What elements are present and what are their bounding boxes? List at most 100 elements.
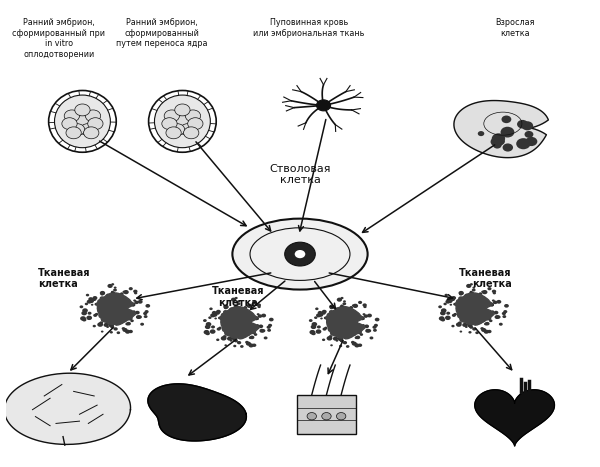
Circle shape xyxy=(441,308,446,313)
Circle shape xyxy=(320,318,323,319)
Circle shape xyxy=(118,294,123,298)
Circle shape xyxy=(465,320,469,323)
Circle shape xyxy=(224,344,227,347)
Circle shape xyxy=(451,296,456,300)
Circle shape xyxy=(256,318,259,320)
Circle shape xyxy=(349,306,353,309)
Circle shape xyxy=(362,318,364,320)
Circle shape xyxy=(332,331,335,334)
Circle shape xyxy=(111,291,114,293)
Circle shape xyxy=(145,304,150,308)
Circle shape xyxy=(230,340,232,342)
Polygon shape xyxy=(148,384,247,441)
Circle shape xyxy=(249,336,253,339)
Circle shape xyxy=(335,307,340,311)
Circle shape xyxy=(478,131,484,136)
Circle shape xyxy=(212,313,217,317)
Circle shape xyxy=(476,322,480,325)
Circle shape xyxy=(252,301,256,304)
Circle shape xyxy=(487,287,491,290)
Circle shape xyxy=(103,293,105,295)
Circle shape xyxy=(227,337,232,340)
Circle shape xyxy=(453,303,457,306)
Circle shape xyxy=(93,314,97,317)
Circle shape xyxy=(231,297,236,302)
Circle shape xyxy=(352,342,357,346)
Circle shape xyxy=(494,315,500,319)
Circle shape xyxy=(166,127,181,139)
Circle shape xyxy=(244,306,247,309)
Circle shape xyxy=(259,325,263,328)
Circle shape xyxy=(75,115,90,127)
Circle shape xyxy=(472,289,476,291)
Circle shape xyxy=(487,330,491,333)
Circle shape xyxy=(472,327,476,331)
Circle shape xyxy=(80,124,95,135)
Ellipse shape xyxy=(49,91,116,152)
Circle shape xyxy=(214,318,217,319)
Circle shape xyxy=(92,297,97,301)
Circle shape xyxy=(133,311,136,313)
Circle shape xyxy=(517,120,528,128)
Circle shape xyxy=(486,316,491,320)
Circle shape xyxy=(268,324,272,327)
Circle shape xyxy=(261,314,266,318)
Circle shape xyxy=(499,323,503,325)
Circle shape xyxy=(184,127,199,139)
Circle shape xyxy=(145,310,149,313)
Circle shape xyxy=(351,332,356,336)
Circle shape xyxy=(224,306,227,309)
Circle shape xyxy=(82,308,88,313)
Circle shape xyxy=(134,301,139,304)
Circle shape xyxy=(329,335,332,338)
Circle shape xyxy=(101,319,104,322)
Circle shape xyxy=(113,327,118,331)
Circle shape xyxy=(125,330,130,334)
Text: Тканевая
клетка: Тканевая клетка xyxy=(459,268,512,290)
Circle shape xyxy=(266,325,271,329)
Circle shape xyxy=(458,299,462,303)
Circle shape xyxy=(100,299,103,303)
Circle shape xyxy=(336,334,339,337)
Circle shape xyxy=(343,300,346,303)
Circle shape xyxy=(285,242,315,266)
Circle shape xyxy=(203,330,209,334)
Circle shape xyxy=(235,340,238,342)
Circle shape xyxy=(331,333,334,335)
Circle shape xyxy=(465,326,467,328)
Circle shape xyxy=(351,341,355,344)
Circle shape xyxy=(373,325,377,329)
Circle shape xyxy=(218,317,221,319)
Circle shape xyxy=(445,294,448,297)
Circle shape xyxy=(492,290,496,293)
Circle shape xyxy=(114,287,116,289)
Circle shape xyxy=(100,297,104,300)
Circle shape xyxy=(316,329,322,334)
Polygon shape xyxy=(326,307,365,339)
Circle shape xyxy=(500,127,514,137)
Circle shape xyxy=(259,329,265,333)
Circle shape xyxy=(140,323,144,325)
Circle shape xyxy=(251,330,256,334)
Circle shape xyxy=(460,319,463,322)
Circle shape xyxy=(452,314,456,317)
Circle shape xyxy=(440,311,446,315)
Circle shape xyxy=(375,318,380,321)
Circle shape xyxy=(211,325,215,328)
Circle shape xyxy=(254,317,259,320)
Circle shape xyxy=(458,321,462,324)
Circle shape xyxy=(210,313,215,318)
Circle shape xyxy=(134,292,137,294)
Circle shape xyxy=(479,292,482,295)
Circle shape xyxy=(230,307,234,311)
Circle shape xyxy=(241,335,245,338)
Circle shape xyxy=(526,137,538,146)
Circle shape xyxy=(129,287,133,290)
Circle shape xyxy=(130,319,134,322)
Circle shape xyxy=(89,299,94,303)
Circle shape xyxy=(123,290,129,294)
Circle shape xyxy=(496,315,500,318)
Circle shape xyxy=(493,292,496,294)
Circle shape xyxy=(469,291,475,296)
Circle shape xyxy=(175,115,190,127)
